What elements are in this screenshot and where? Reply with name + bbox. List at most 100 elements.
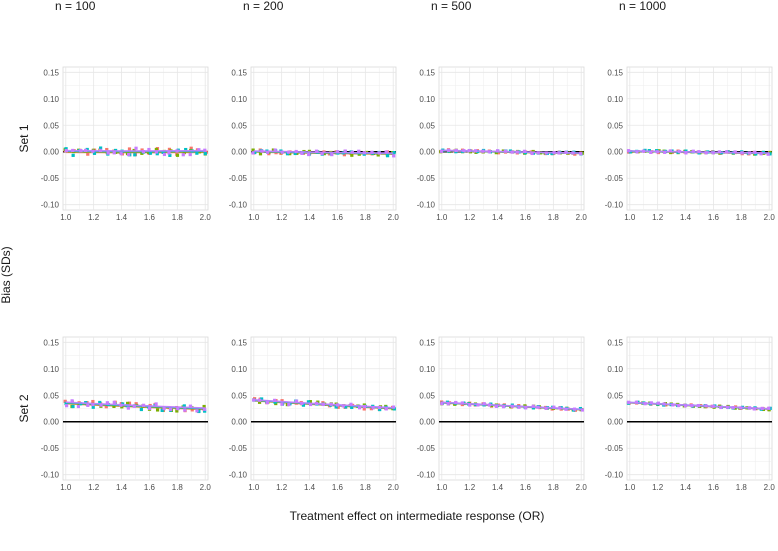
data-point [494,404,498,408]
x-tick-label: 2.0 [764,483,776,492]
x-tick-label: 1.8 [548,213,560,222]
x-tick-label: 1.4 [492,483,504,492]
x-tick-label: 1.4 [304,213,316,222]
data-point [384,407,388,411]
x-tick-label: 1.8 [736,483,748,492]
y-tick-label: 0.00 [607,418,623,427]
data-point [175,153,180,157]
y-tick-label: 0.15 [43,338,59,347]
data-point [176,407,180,411]
data-point [181,153,185,157]
data-point [258,152,263,156]
x-tick-label: 1.0 [60,213,72,222]
x-tick-label: 1.2 [652,213,664,222]
data-point [280,399,284,403]
data-point [155,408,160,412]
data-point [86,403,90,407]
x-tick-label: 2.0 [576,213,588,222]
data-point [384,150,388,154]
x-tick-label: 1.6 [332,213,344,222]
data-point [392,151,396,155]
data-point [349,402,353,406]
y-tick-label: -0.05 [229,444,248,453]
x-tick-label: 1.8 [360,483,372,492]
data-point [195,409,199,413]
facet-panel: 0.15 0.10 0.05 0.00 -0.05 -0.101.0 1.2 1.4 1.6 1.… [605,336,776,492]
x-tick-label: 1.0 [60,483,72,492]
x-tick-label: 1.4 [304,483,316,492]
data-point [265,401,269,405]
x-tick-label: 1.2 [88,213,100,222]
data-point [99,403,103,407]
data-point [148,151,153,155]
facet-panel: 0.15 0.10 0.05 0.00 -0.05 -0.101.0 1.2 1.4 1.6 1.… [229,336,399,492]
data-point [759,152,763,156]
data-point [120,405,124,409]
data-point [257,400,262,404]
data-point [119,152,123,156]
data-point [105,401,109,405]
data-point [70,399,74,403]
data-point [253,150,257,155]
data-point [126,406,130,410]
trend-line [629,150,770,154]
data-point [188,152,192,157]
data-point [161,150,165,155]
data-point [766,152,770,156]
y-tick-label: 0.15 [231,68,247,77]
y-tick-label: 0.15 [231,338,247,347]
x-tick-label: 1.2 [88,483,100,492]
data-point [287,403,291,407]
data-point [127,401,132,405]
x-tick-label: 2.0 [764,213,776,222]
y-tick-label: -0.05 [41,174,60,183]
data-point [127,147,132,151]
data-point [155,152,159,156]
data-point [91,405,95,409]
trend-line [441,149,582,154]
y-tick-label: 0.15 [607,68,623,77]
y-tick-label: 0.15 [43,68,59,77]
x-tick-label: 1.4 [680,483,692,492]
data-point [134,146,138,150]
x-tick-label: 1.2 [464,483,476,492]
data-point [154,402,158,406]
data-point [293,151,297,156]
y-tick-label: -0.10 [229,201,248,210]
x-tick-label: 2.0 [576,483,588,492]
y-tick-label: 0.05 [231,391,247,400]
data-point [203,151,207,156]
data-point [280,402,284,406]
data-point [342,153,346,157]
data-point [168,407,173,412]
x-tick-label: 1.8 [360,213,372,222]
y-tick-label: -0.10 [229,471,248,480]
data-point [271,148,275,152]
facet-panel: 0.15 0.10 0.05 0.00 -0.05 -0.101.0 1.2 1.4 1.6 1.… [417,66,588,222]
y-tick-label: 0.05 [231,121,247,130]
data-point [92,151,97,155]
x-tick-label: 1.8 [172,213,184,222]
data-point [392,407,396,411]
trend-line [253,399,394,409]
y-tick-label: -0.10 [417,471,436,480]
x-tick-label: 1.0 [624,213,636,222]
data-point [112,151,116,155]
data-point [334,405,338,409]
x-tick-label: 1.0 [436,213,448,222]
y-tick-label: 0.00 [231,148,247,157]
data-point [391,405,396,409]
data-point [252,398,256,402]
x-tick-label: 1.0 [248,483,260,492]
y-axis-label: Bias (SDs) [0,246,13,303]
data-point [168,153,172,157]
data-point [260,397,264,401]
data-point [98,400,102,405]
data-point [314,149,319,153]
data-point [501,405,506,409]
data-point [308,402,313,407]
data-point [134,402,138,406]
data-point [65,404,69,408]
x-tick-label: 1.2 [652,483,664,492]
data-point [768,152,772,156]
